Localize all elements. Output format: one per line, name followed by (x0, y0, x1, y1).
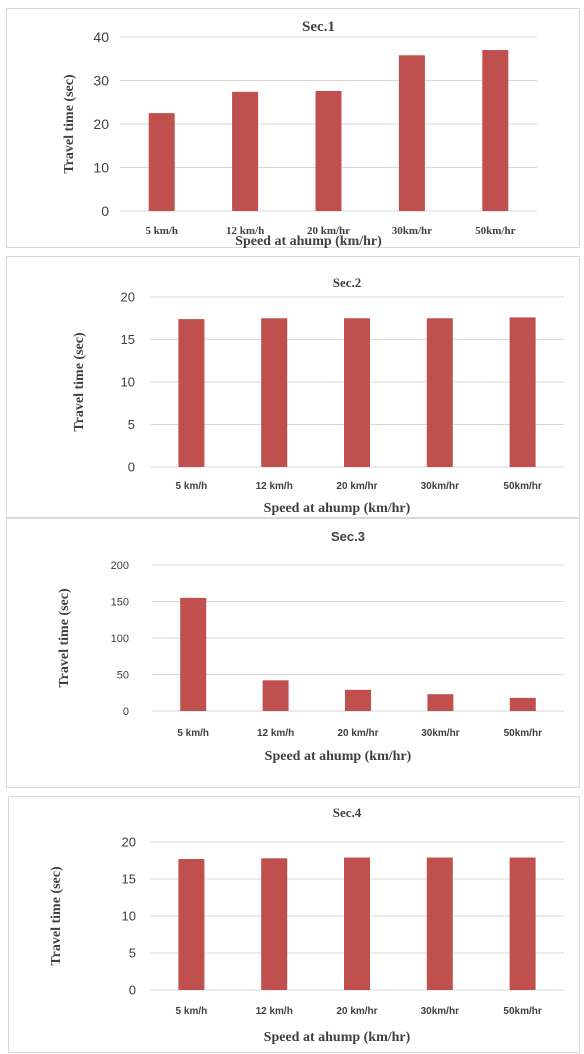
bar-5km-h (178, 319, 205, 467)
chart-title: Sec.1 (302, 19, 335, 35)
x-tick-label: 50km/hr (503, 481, 541, 492)
y-tick-label: 150 (111, 596, 129, 608)
y-tick-label: 10 (122, 909, 136, 924)
x-tick-label: 5 km/h (177, 728, 209, 739)
chart-panel-sec1: 0 10 20 30 40 5 km/h 12 km/h 20 km/hr 30km/hr 50k… (6, 8, 580, 249)
x-tick-label: 30km/hr (421, 481, 459, 492)
bar-50km-hr (482, 50, 509, 211)
chart-panel-sec2: 0 5 10 15 20 5 km/h 12 km/h 20 km/hr 30km/hr 50km… (6, 256, 580, 518)
y-tick-label: 15 (122, 872, 136, 887)
x-tick-label: 20 km/hr (336, 481, 377, 492)
y-tick-label: 50 (117, 669, 129, 681)
bar-50km-hr (509, 317, 536, 467)
y-tick-label: 0 (123, 706, 129, 718)
y-axis-label: Travel time (sec) (72, 332, 87, 432)
y-axis-label: Travel time (sec) (62, 74, 77, 174)
y-tick-label: 10 (121, 375, 135, 390)
y-tick-label: 5 (129, 946, 136, 961)
chart-sec3: 0 50 100 150 200 5 km/h 12 km/h 20 km/hr 30km/hr… (57, 529, 564, 764)
x-tick-label: 12 km/h (256, 1006, 293, 1017)
x-tick-label: 20 km/hr (337, 728, 378, 739)
y-tick-label: 5 (128, 417, 135, 432)
bar-5km-h (178, 859, 205, 990)
y-tick-label: 20 (93, 116, 109, 132)
bar-20km-hr (345, 689, 371, 711)
y-tick-label: 15 (121, 332, 135, 347)
bar-50km-hr (509, 697, 536, 711)
bar-12km-h (261, 858, 288, 990)
chart-sec1: 0 10 20 30 40 5 km/h 12 km/h 20 km/hr 30km/hr 50k… (62, 19, 537, 249)
x-tick-label: 12 km/h (256, 481, 293, 492)
x-tick-label: 5 km/h (176, 1006, 208, 1017)
bar-12km-h (262, 680, 289, 711)
y-tick-label: 200 (111, 560, 129, 572)
y-tick-label: 0 (129, 983, 136, 998)
bar-20km-hr (315, 90, 342, 211)
bar-20km-hr (344, 318, 370, 467)
bar-30km-hr (427, 694, 454, 711)
x-axis-label: Speed at ahump (km/hr) (264, 501, 411, 516)
y-tick-label: 10 (93, 159, 109, 175)
x-axis-label: Speed at ahump (km/hr) (235, 234, 382, 249)
x-tick-label: 12 km/h (257, 728, 294, 739)
bar-20km-hr (344, 857, 370, 990)
y-axis-label: Travel time (sec) (57, 588, 72, 688)
x-tick-label: 20 km/hr (307, 225, 350, 237)
y-tick-label: 20 (121, 290, 135, 305)
x-tick-label: 30km/hr (421, 728, 459, 739)
y-tick-label: 0 (101, 203, 109, 219)
x-tick-label: 30km/hr (392, 225, 432, 237)
chart-panel-sec4: 0 5 10 15 20 5 km/h 12 km/h 20 km/hr 30km/hr 50km… (8, 796, 580, 1053)
x-tick-label: 5 km/h (145, 225, 178, 237)
x-tick-label: 20 km/hr (336, 1006, 377, 1017)
chart-title: Sec.4 (333, 805, 362, 820)
bar-12km-h (232, 91, 259, 211)
bar-5km-h (148, 113, 175, 211)
x-tick-label: 5 km/h (176, 481, 208, 492)
y-tick-label: 40 (93, 29, 109, 45)
bar-12km-h (261, 318, 288, 467)
chart-sec2: 0 5 10 15 20 5 km/h 12 km/h 20 km/hr 30km/hr 50km… (72, 275, 564, 516)
x-tick-label: 50km/hr (503, 1006, 541, 1017)
y-tick-label: 100 (111, 633, 129, 645)
x-tick-label: 50km/hr (504, 728, 542, 739)
chart-panel-sec3: 0 50 100 150 200 5 km/h 12 km/h 20 km/hr 30km/hr… (6, 518, 580, 788)
x-axis-label: Speed at ahump (km/hr) (264, 1030, 411, 1045)
x-axis-label: Speed at ahump (km/hr) (265, 749, 412, 764)
chart-title: Sec.2 (333, 275, 362, 290)
x-tick-label: 30km/hr (421, 1006, 459, 1017)
y-tick-label: 20 (122, 835, 136, 850)
chart-sec4: 0 5 10 15 20 5 km/h 12 km/h 20 km/hr 30km/hr 50km… (49, 805, 564, 1045)
x-tick-label: 50km/hr (475, 225, 515, 237)
bar-30km-hr (398, 55, 425, 211)
bar-30km-hr (426, 318, 453, 467)
bar-30km-hr (426, 857, 453, 990)
x-tick-label: 12 km/h (226, 225, 264, 237)
bar-5km-h (180, 597, 207, 711)
y-axis-label: Travel time (sec) (49, 866, 64, 966)
y-tick-label: 0 (128, 460, 135, 475)
y-tick-label: 30 (93, 72, 109, 88)
bar-50km-hr (509, 857, 536, 990)
chart-title: Sec.3 (331, 529, 365, 544)
